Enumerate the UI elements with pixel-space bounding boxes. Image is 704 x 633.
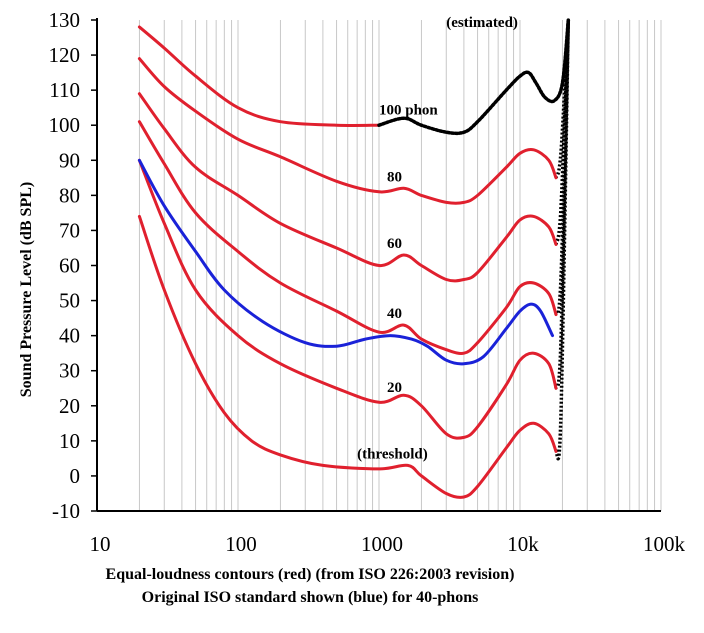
series-line-original-iso-40-phon [137, 158, 554, 366]
annotation-label: 20 [387, 380, 402, 396]
equal-loudness-chart: -10 0 10 20 30 40 50 60 70 80 90 100 110 120 130 10 100 1… [18, 8, 686, 556]
y-tick-label: 60 [59, 254, 80, 278]
series-line-60 [137, 92, 558, 283]
x-tick-label: 100 [225, 532, 257, 556]
x-tick-label: 1000 [361, 532, 403, 556]
caption-line-1: Equal-loudness contours (red) (from ISO … [105, 566, 515, 583]
x-tick-label: 10k [507, 532, 539, 556]
y-tick-label: 130 [49, 8, 81, 32]
series-line-threshold [137, 214, 558, 499]
axes: -10 0 10 20 30 40 50 60 70 80 90 100 110 120 130 10 100 1… [18, 8, 686, 556]
y-tick-label: 0 [70, 464, 81, 488]
y-tick-label: 100 [49, 113, 81, 137]
y-tick-label: 10 [59, 429, 80, 453]
annotation-label: 100 phon [379, 103, 438, 119]
annotation-label: 60 [387, 236, 402, 252]
y-tick-label: 90 [59, 148, 80, 172]
x-tick-label: 10 [90, 532, 111, 556]
y-tick-label: 110 [49, 78, 80, 102]
series-line-80 [137, 57, 558, 205]
estimated-tail-line [554, 19, 571, 461]
x-tick-label: 100k [643, 532, 686, 556]
y-tick-label: 30 [59, 359, 80, 383]
series-line-estimated [377, 18, 571, 136]
y-tick-label: 70 [59, 218, 80, 242]
y-tick-label: 80 [59, 183, 80, 207]
series-line-100-phon [137, 25, 381, 127]
label-layer: (estimated) 100 phon 80 60 40 20 (threshold) [357, 15, 518, 462]
series-layer [137, 18, 571, 499]
annotation-label: 40 [387, 306, 402, 322]
annotation-label: 80 [387, 169, 402, 185]
y-tick-label: 20 [59, 394, 80, 418]
y-tick-label: 40 [59, 324, 80, 348]
y-tick-label: 50 [59, 289, 80, 313]
y-tick-label: 120 [49, 43, 81, 67]
series-line-20 [137, 158, 558, 440]
y-axis-title: Sound Pressure Level (dB SPL) [18, 182, 35, 397]
series-line-40 [137, 120, 558, 355]
caption-line-2: Original ISO standard shown (blue) for 4… [141, 589, 479, 606]
y-tick-label: -10 [52, 499, 80, 523]
annotation-label: (threshold) [357, 446, 428, 462]
annotation-label: (estimated) [446, 15, 518, 31]
